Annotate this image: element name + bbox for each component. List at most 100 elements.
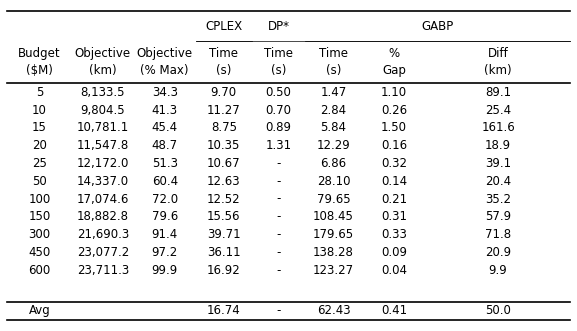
Text: 35.2: 35.2 <box>485 193 511 206</box>
Text: 11,547.8: 11,547.8 <box>77 139 129 152</box>
Text: 10.35: 10.35 <box>207 139 241 152</box>
Text: 12.52: 12.52 <box>207 193 241 206</box>
Text: 138.28: 138.28 <box>313 246 354 259</box>
Text: 179.65: 179.65 <box>313 228 354 241</box>
Text: 0.26: 0.26 <box>381 104 407 117</box>
Text: 39.71: 39.71 <box>207 228 241 241</box>
Text: 23,077.2: 23,077.2 <box>77 246 129 259</box>
Text: 20.4: 20.4 <box>485 175 511 188</box>
Text: 11.27: 11.27 <box>207 104 241 117</box>
Text: -: - <box>276 175 281 188</box>
Text: 1.47: 1.47 <box>320 86 347 99</box>
Text: 23,711.3: 23,711.3 <box>77 263 129 277</box>
Text: 0.89: 0.89 <box>265 121 291 134</box>
Text: 0.21: 0.21 <box>381 193 407 206</box>
Text: 12.63: 12.63 <box>207 175 241 188</box>
Text: %
Gap: % Gap <box>382 47 406 77</box>
Text: 108.45: 108.45 <box>313 210 354 223</box>
Text: -: - <box>276 246 281 259</box>
Text: 0.16: 0.16 <box>381 139 407 152</box>
Text: 0.33: 0.33 <box>381 228 407 241</box>
Text: 16.92: 16.92 <box>207 263 241 277</box>
Text: 41.3: 41.3 <box>152 104 178 117</box>
Text: 0.31: 0.31 <box>381 210 407 223</box>
Text: 150: 150 <box>28 210 51 223</box>
Text: 62.43: 62.43 <box>317 305 350 317</box>
Text: 14,337.0: 14,337.0 <box>77 175 129 188</box>
Text: 10,781.1: 10,781.1 <box>77 121 129 134</box>
Text: 79.65: 79.65 <box>317 193 350 206</box>
Text: Time
(s): Time (s) <box>319 47 348 77</box>
Text: -: - <box>276 305 281 317</box>
Text: 12.29: 12.29 <box>317 139 350 152</box>
Text: 9.9: 9.9 <box>489 263 508 277</box>
Text: 0.04: 0.04 <box>381 263 407 277</box>
Text: -: - <box>276 157 281 170</box>
Text: 2.84: 2.84 <box>320 104 347 117</box>
Text: 10.67: 10.67 <box>207 157 241 170</box>
Text: 50.0: 50.0 <box>485 305 511 317</box>
Text: 50: 50 <box>32 175 47 188</box>
Text: 15: 15 <box>32 121 47 134</box>
Text: Objective
(km): Objective (km) <box>75 47 131 77</box>
Text: 51.3: 51.3 <box>152 157 178 170</box>
Text: Budget
($M): Budget ($M) <box>18 47 61 77</box>
Text: 5.84: 5.84 <box>320 121 347 134</box>
Text: 0.50: 0.50 <box>266 86 291 99</box>
Text: -: - <box>276 228 281 241</box>
Text: DP*: DP* <box>268 20 290 32</box>
Text: -: - <box>276 210 281 223</box>
Text: GABP: GABP <box>422 20 454 32</box>
Text: 161.6: 161.6 <box>481 121 515 134</box>
Text: 91.4: 91.4 <box>152 228 178 241</box>
Text: 8.75: 8.75 <box>211 121 237 134</box>
Text: 71.8: 71.8 <box>485 228 511 241</box>
Text: 12,172.0: 12,172.0 <box>77 157 129 170</box>
Text: 48.7: 48.7 <box>152 139 178 152</box>
Text: 123.27: 123.27 <box>313 263 354 277</box>
Text: 450: 450 <box>28 246 51 259</box>
Text: 0.14: 0.14 <box>381 175 407 188</box>
Text: -: - <box>276 193 281 206</box>
Text: Objective
(% Max): Objective (% Max) <box>137 47 193 77</box>
Text: 16.74: 16.74 <box>207 305 241 317</box>
Text: 1.50: 1.50 <box>381 121 407 134</box>
Text: 25.4: 25.4 <box>485 104 511 117</box>
Text: 36.11: 36.11 <box>207 246 241 259</box>
Text: 20.9: 20.9 <box>485 246 511 259</box>
Text: 10: 10 <box>32 104 47 117</box>
Text: 5: 5 <box>36 86 43 99</box>
Text: 60.4: 60.4 <box>152 175 178 188</box>
Text: Avg: Avg <box>29 305 50 317</box>
Text: 25: 25 <box>32 157 47 170</box>
Text: Time
(s): Time (s) <box>264 47 293 77</box>
Text: 45.4: 45.4 <box>152 121 178 134</box>
Text: 9,804.5: 9,804.5 <box>80 104 125 117</box>
Text: 28.10: 28.10 <box>317 175 350 188</box>
Text: CPLEX: CPLEX <box>205 20 242 32</box>
Text: 15.56: 15.56 <box>207 210 241 223</box>
Text: 300: 300 <box>28 228 51 241</box>
Text: 99.9: 99.9 <box>152 263 178 277</box>
Text: 0.32: 0.32 <box>381 157 407 170</box>
Text: 39.1: 39.1 <box>485 157 511 170</box>
Text: 21,690.3: 21,690.3 <box>77 228 129 241</box>
Text: 89.1: 89.1 <box>485 86 511 99</box>
Text: Time
(s): Time (s) <box>209 47 238 77</box>
Text: 0.70: 0.70 <box>265 104 291 117</box>
Text: 97.2: 97.2 <box>152 246 178 259</box>
Text: 18,882.8: 18,882.8 <box>77 210 129 223</box>
Text: 17,074.6: 17,074.6 <box>77 193 129 206</box>
Text: 100: 100 <box>28 193 51 206</box>
Text: Diff
(km): Diff (km) <box>484 47 512 77</box>
Text: 1.31: 1.31 <box>265 139 292 152</box>
Text: 18.9: 18.9 <box>485 139 511 152</box>
Text: 6.86: 6.86 <box>320 157 347 170</box>
Text: 0.09: 0.09 <box>381 246 407 259</box>
Text: 72.0: 72.0 <box>152 193 178 206</box>
Text: 20: 20 <box>32 139 47 152</box>
Text: 600: 600 <box>28 263 51 277</box>
Text: 57.9: 57.9 <box>485 210 511 223</box>
Text: 79.6: 79.6 <box>152 210 178 223</box>
Text: 9.70: 9.70 <box>211 86 237 99</box>
